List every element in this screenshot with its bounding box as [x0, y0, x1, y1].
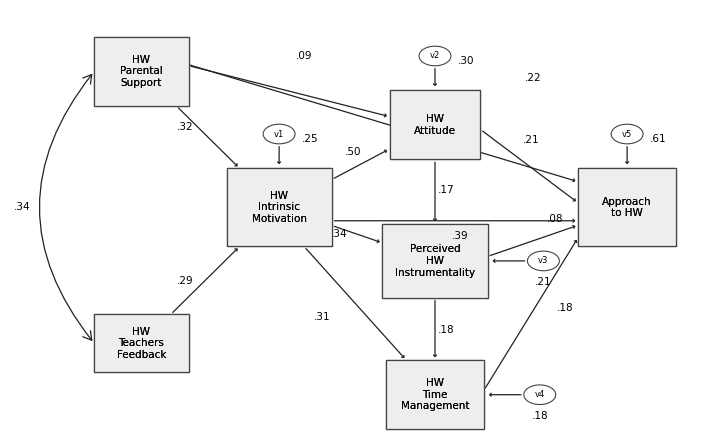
FancyBboxPatch shape [383, 224, 487, 298]
Text: Perceived
HW
Instrumentality: Perceived HW Instrumentality [395, 244, 475, 277]
FancyBboxPatch shape [390, 90, 480, 160]
Text: HW
Intrinsic
Motivation: HW Intrinsic Motivation [252, 191, 307, 224]
Text: HW
Attitude: HW Attitude [414, 114, 456, 136]
FancyBboxPatch shape [226, 168, 331, 246]
Text: v5: v5 [622, 129, 632, 139]
Text: HW
Time
Management: HW Time Management [401, 378, 469, 411]
Text: .21: .21 [535, 277, 552, 287]
FancyBboxPatch shape [386, 360, 484, 429]
Circle shape [527, 251, 560, 271]
Text: .09: .09 [297, 51, 312, 61]
FancyBboxPatch shape [579, 168, 676, 246]
Text: .18: .18 [558, 303, 573, 313]
Text: v3: v3 [538, 256, 549, 265]
Text: .30: .30 [458, 56, 475, 66]
Text: .21: .21 [523, 136, 539, 145]
Text: .18: .18 [438, 325, 454, 335]
FancyBboxPatch shape [579, 168, 676, 246]
Text: HW
Attitude: HW Attitude [414, 114, 456, 136]
FancyArrowPatch shape [39, 74, 92, 340]
Text: Approach
to HW: Approach to HW [602, 197, 652, 218]
FancyBboxPatch shape [386, 360, 484, 429]
FancyBboxPatch shape [226, 168, 331, 246]
Text: HW
Teachers
Feedback: HW Teachers Feedback [117, 327, 166, 360]
Text: Approach
to HW: Approach to HW [602, 197, 652, 218]
Text: .25: .25 [302, 134, 319, 144]
FancyBboxPatch shape [94, 314, 188, 372]
Circle shape [523, 385, 556, 405]
Text: .34: .34 [14, 202, 30, 212]
FancyBboxPatch shape [94, 37, 188, 106]
Circle shape [263, 124, 295, 144]
Text: HW
Parental
Support: HW Parental Support [120, 55, 162, 88]
Text: .18: .18 [531, 411, 548, 421]
Text: .31: .31 [315, 312, 331, 322]
Text: Perceived
HW
Instrumentality: Perceived HW Instrumentality [395, 244, 475, 277]
Text: v4: v4 [534, 390, 545, 399]
FancyBboxPatch shape [390, 90, 480, 160]
Text: v2: v2 [430, 51, 440, 61]
Text: .08: .08 [547, 214, 563, 223]
Text: .34: .34 [331, 229, 347, 239]
Text: .22: .22 [525, 73, 541, 83]
FancyBboxPatch shape [94, 37, 188, 106]
Text: HW
Intrinsic
Motivation: HW Intrinsic Motivation [252, 191, 307, 224]
Text: .50: .50 [345, 147, 361, 157]
Circle shape [419, 46, 451, 66]
FancyBboxPatch shape [94, 314, 188, 372]
Text: .17: .17 [438, 185, 454, 194]
Text: HW
Teachers
Feedback: HW Teachers Feedback [117, 327, 166, 360]
FancyBboxPatch shape [383, 224, 487, 298]
Text: .61: .61 [650, 134, 667, 144]
Circle shape [611, 124, 643, 144]
Text: .32: .32 [177, 122, 193, 132]
Text: v1: v1 [274, 129, 284, 139]
Text: .29: .29 [177, 276, 193, 286]
Text: HW
Parental
Support: HW Parental Support [120, 55, 162, 88]
Text: HW
Time
Management: HW Time Management [401, 378, 469, 411]
Text: .39: .39 [452, 231, 468, 241]
